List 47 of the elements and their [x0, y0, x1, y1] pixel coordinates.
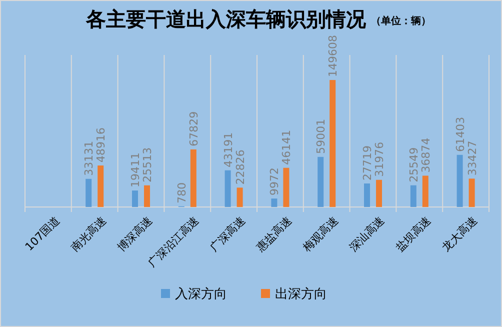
bar — [410, 185, 416, 207]
data-label: 67829 — [187, 111, 200, 146]
x-tick-label: 博深高速 — [114, 214, 156, 254]
data-label: 31976 — [373, 142, 386, 177]
data-label: 22826 — [234, 150, 247, 185]
bar — [236, 188, 243, 207]
data-label: 59001 — [314, 118, 328, 154]
bar — [224, 170, 231, 207]
bar — [364, 183, 370, 207]
x-tick-label: 龙大高速 — [440, 214, 480, 254]
bar — [318, 156, 324, 207]
bar — [376, 180, 382, 207]
data-label: 19411 — [129, 152, 142, 188]
x-tick-label: 深汕高速 — [346, 214, 388, 254]
chart-subtitle: （单位：辆） — [371, 15, 431, 27]
data-label: 36874 — [419, 138, 432, 173]
legend-label: 入深方向 — [175, 286, 227, 302]
data-label: 9972 — [268, 168, 282, 196]
bar — [132, 190, 138, 207]
data-label: 46141 — [280, 130, 294, 165]
data-label: 61403 — [454, 116, 467, 152]
bar — [271, 198, 278, 207]
data-label: 48916 — [94, 127, 108, 162]
data-label: 43191 — [222, 132, 235, 168]
x-tick-label: 惠盐高速 — [253, 214, 294, 255]
bar — [86, 178, 92, 207]
bar — [330, 80, 336, 207]
x-tick-label: 梅观高速 — [300, 214, 341, 255]
x-tick-label: 南光高速 — [68, 214, 109, 254]
x-tick-label: 盐坝高速 — [393, 214, 434, 254]
bar — [98, 165, 104, 207]
data-label: 27719 — [361, 145, 374, 180]
bar — [190, 149, 196, 207]
bar — [456, 154, 463, 207]
bar — [144, 185, 150, 207]
bar — [422, 176, 428, 207]
data-label: 149608 — [326, 35, 340, 77]
data-label: 33427 — [466, 140, 479, 176]
bar — [468, 178, 475, 207]
bar — [283, 168, 290, 207]
data-label: 25549 — [407, 147, 420, 182]
x-tick-label: 广深高速 — [208, 214, 248, 254]
legend-label: 出深方向 — [275, 286, 327, 302]
data-label: 780 — [175, 182, 188, 204]
chart-title: 各主要干道出入深车辆识别情况 — [85, 7, 367, 31]
data-label: 33131 — [82, 140, 96, 176]
data-label: 25513 — [141, 147, 154, 182]
